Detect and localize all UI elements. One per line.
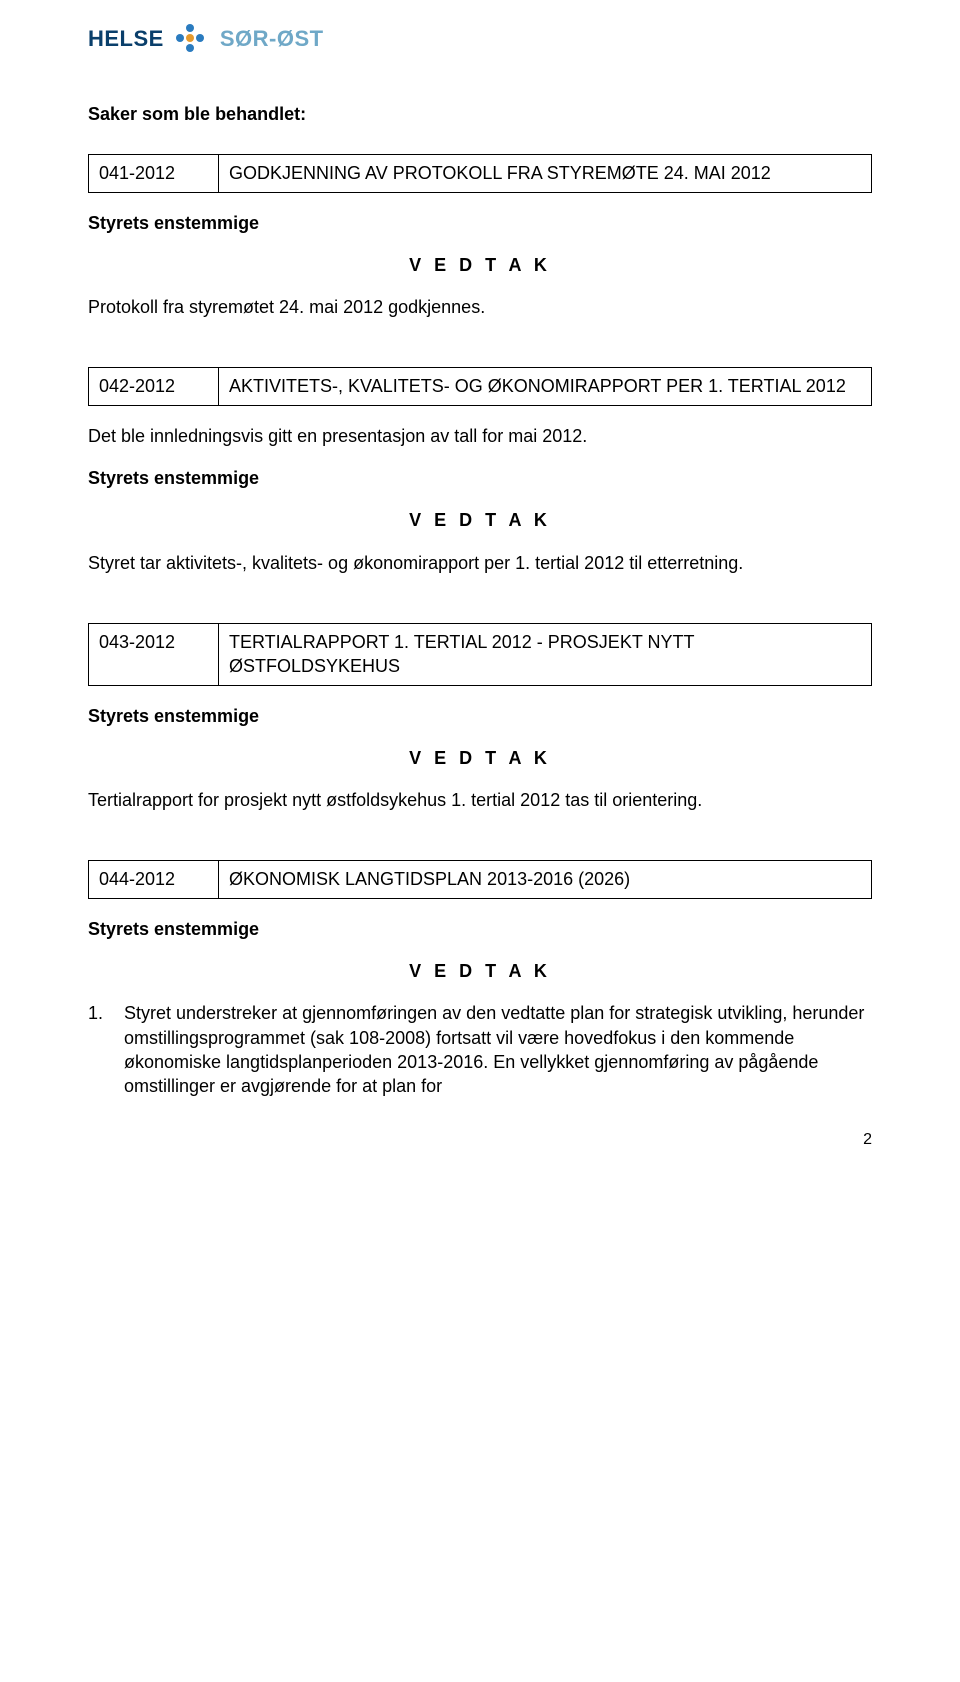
logo-dot [186, 34, 194, 42]
case-title: AKTIVITETS-, KVALITETS- OG ØKONOMIRAPPOR… [219, 368, 872, 405]
case-title: GODKJENNING AV PROTOKOLL FRA STYREMØTE 2… [219, 155, 872, 192]
case-body: Tertialrapport for prosjekt nytt østfold… [88, 788, 872, 812]
case-row: 043-2012 TERTIALRAPPORT 1. TERTIAL 2012 … [88, 623, 872, 686]
logo-dot [186, 44, 194, 52]
case-id: 041-2012 [89, 155, 219, 192]
case-body: Protokoll fra styremøtet 24. mai 2012 go… [88, 295, 872, 319]
numbered-item: 1. Styret understreker at gjennomføringe… [88, 1001, 872, 1098]
vedtak-label: V E D T A K [88, 508, 872, 532]
enstemmige-label: Styrets enstemmige [88, 211, 872, 235]
page-heading: Saker som ble behandlet: [88, 102, 872, 126]
logo-dot [196, 34, 204, 42]
vedtak-label: V E D T A K [88, 959, 872, 983]
brand-logo: HELSE SØR-ØST [88, 24, 872, 54]
logo-sorost-text: SØR-ØST [220, 24, 324, 54]
case-id: 043-2012 [89, 623, 219, 685]
case-row: 042-2012 AKTIVITETS-, KVALITETS- OG ØKON… [88, 367, 872, 405]
enstemmige-label: Styrets enstemmige [88, 917, 872, 941]
logo-helse-text: HELSE [88, 24, 164, 54]
case-title: ØKONOMISK LANGTIDSPLAN 2013-2016 (2026) [219, 861, 872, 898]
vedtak-label: V E D T A K [88, 253, 872, 277]
logo-dot [186, 24, 194, 32]
case-row: 044-2012 ØKONOMISK LANGTIDSPLAN 2013-201… [88, 860, 872, 898]
numbered-item-number: 1. [88, 1001, 112, 1098]
case-id: 044-2012 [89, 861, 219, 898]
case-id: 042-2012 [89, 368, 219, 405]
page-number: 2 [88, 1129, 872, 1151]
enstemmige-label: Styrets enstemmige [88, 704, 872, 728]
logo-dots-icon [172, 24, 212, 54]
case-body: Styret tar aktivitets-, kvalitets- og øk… [88, 551, 872, 575]
case-title: TERTIALRAPPORT 1. TERTIAL 2012 - PROSJEK… [219, 623, 872, 685]
vedtak-label: V E D T A K [88, 746, 872, 770]
logo-dot [176, 34, 184, 42]
case-intro: Det ble innledningsvis gitt en presentas… [88, 424, 872, 448]
enstemmige-label: Styrets enstemmige [88, 466, 872, 490]
case-row: 041-2012 GODKJENNING AV PROTOKOLL FRA ST… [88, 154, 872, 192]
numbered-item-text: Styret understreker at gjennomføringen a… [124, 1001, 872, 1098]
